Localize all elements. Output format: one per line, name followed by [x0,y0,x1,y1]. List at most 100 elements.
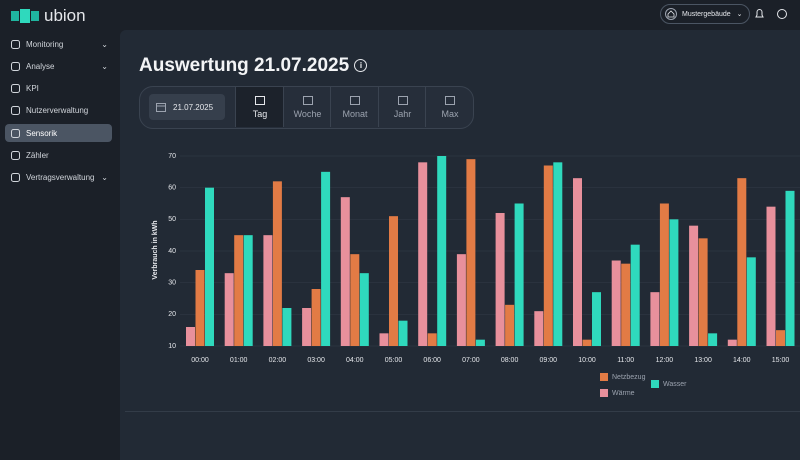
nav-item[interactable]: Sensorik [5,124,112,143]
bar [195,270,205,346]
header-icons [755,9,787,19]
bar [437,156,447,346]
x-tick-label: 12:00 [656,357,674,364]
tab-label: Monat [342,109,368,119]
chevron: ⌄ [101,61,108,71]
bar [659,203,669,346]
bar [611,260,621,346]
info-icon[interactable]: i [354,59,368,73]
y-tick-label: 40 [168,248,176,255]
nav-icon [11,106,20,116]
bar [224,273,234,346]
bar [475,339,485,346]
bar [186,327,195,346]
x-tick-label: 05:00 [385,357,403,364]
building-select[interactable]: Mustergebäude ⌄ [660,4,750,24]
y-tick-label: 10 [168,343,176,350]
bell-icon[interactable] [755,9,764,18]
legend-label: Wasser [663,381,687,388]
x-tick-label: 10:00 [578,357,596,364]
nav-icon [11,84,20,94]
tab-label: Tag [252,109,268,119]
bar [727,339,737,346]
bar [669,219,679,346]
x-tick-label: 04:00 [346,357,364,364]
logo-text: ubion [44,6,86,25]
bar [514,203,524,346]
nav-item[interactable]: KPI [5,80,112,98]
tab-icon [255,96,265,105]
bar [534,311,544,346]
logo-icon [11,9,39,23]
x-tick-label: 07:00 [462,357,480,364]
tab-label: Max [441,109,459,119]
nav-item[interactable]: Nutzerverwaltung [5,102,112,120]
bar [379,333,389,346]
chevron: ⌄ [101,173,108,183]
building-name: Mustergebäude [682,10,731,18]
nav-label: KPI [26,84,39,94]
x-tick-label: 03:00 [307,357,325,364]
bar [785,190,795,346]
tab[interactable]: Woche [282,87,332,127]
nav-item[interactable]: Monitoring ⌄ [5,35,112,53]
x-tick-label: 01:00 [230,357,248,364]
y-tick-label: 60 [168,185,176,192]
nav-icon [11,39,20,49]
home-icon [665,8,677,20]
bar [350,254,360,346]
user-icon[interactable] [777,9,787,19]
legend-swatch [651,380,659,388]
nav-label: Monitoring [26,39,64,49]
bar [427,333,437,346]
bar [340,197,350,346]
y-tick-label: 30 [168,280,176,287]
page: ubion Mustergebäude ⌄ Monitoring ⌄ Analyse ⌄… [5,4,800,460]
calendar-icon [156,103,166,112]
x-tick-label: 08:00 [501,357,519,364]
bar [543,165,553,346]
y-tick-label: 50 [168,216,176,223]
chevron: ⌄ [101,39,108,49]
chart: Verbrauch in kWh 10 20 30 40 50 60 70 00:00 01:0… [152,153,800,397]
tab-icon [302,96,313,105]
date-text: 21.07.2025 [173,102,214,112]
x-tick-label: 02:00 [269,357,287,364]
legend-label: Wärme [612,390,635,397]
x-tick-label: 13:00 [694,357,712,364]
date-input[interactable]: 21.07.2025 [149,94,225,120]
tab-icon [445,96,455,105]
y-tick-label: 20 [168,311,176,318]
bar [205,187,214,346]
nav-label: Analyse [26,61,55,71]
bar [263,235,273,346]
bar [282,308,292,346]
nav-item[interactable]: Vertragsverwaltung ⌄ [5,169,112,187]
tab-label: Woche [293,109,322,119]
divider [125,411,800,412]
x-tick-label: 09:00 [540,357,558,364]
legend-swatch [600,389,608,397]
nav-item[interactable]: Zähler [5,147,112,165]
bar [698,238,708,346]
nav-label: Nutzerverwaltung [26,106,89,116]
bar [311,289,321,346]
bar [321,171,331,346]
bar [592,292,601,346]
tab[interactable]: Tag [235,87,284,127]
tab[interactable]: Monat [330,87,379,127]
nav-icon [11,128,20,138]
tab-icon [397,96,408,105]
nav-item[interactable]: Analyse ⌄ [5,57,112,75]
tab[interactable]: Max [425,87,474,127]
nav-label: Zähler [26,151,49,160]
logo[interactable]: ubion [10,6,86,26]
nav-icon [11,61,20,71]
bar [582,339,592,346]
chevron: ⌄ [736,11,743,18]
x-tick-label: 14:00 [733,357,751,364]
nav-icon [11,151,20,160]
bar [766,206,776,346]
bar [272,181,282,346]
tab[interactable]: Jahr [377,87,427,127]
